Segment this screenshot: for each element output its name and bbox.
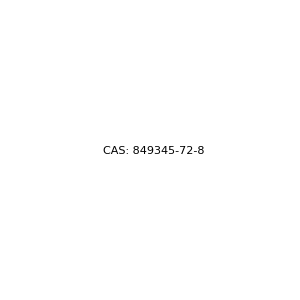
Text: CAS: 849345-72-8: CAS: 849345-72-8 [103,146,205,157]
